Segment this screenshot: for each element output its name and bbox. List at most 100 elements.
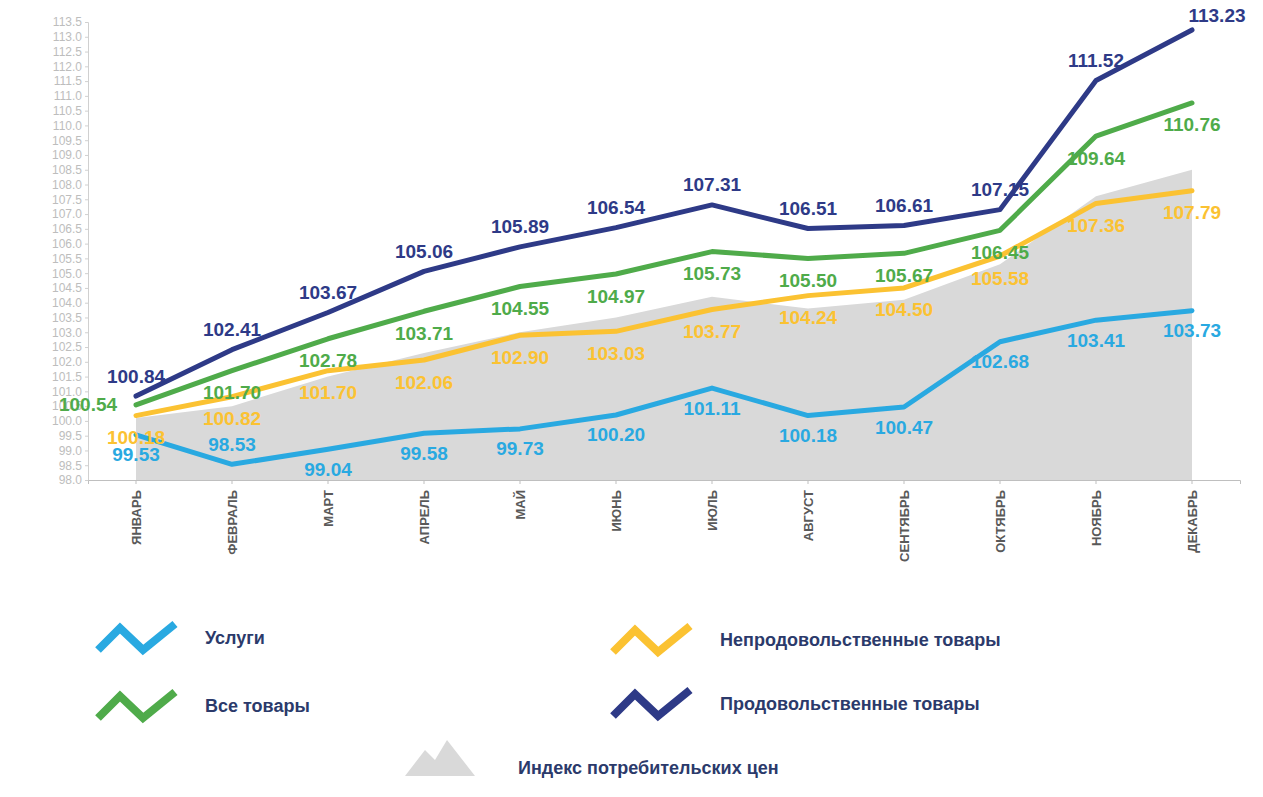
x-tick-mark	[136, 480, 137, 484]
y-tick-label: 98.5	[59, 459, 83, 473]
data-label: 104.97	[587, 286, 645, 307]
data-label: 103.67	[299, 282, 357, 303]
y-tick: 112.0	[53, 60, 88, 74]
x-tick-mark	[904, 480, 905, 484]
data-label: 103.41	[1067, 330, 1126, 351]
x-tick-mark	[1192, 480, 1193, 484]
x-tick-mark	[1000, 480, 1001, 484]
y-tick-mark	[85, 199, 88, 200]
y-tick: 104.5	[52, 281, 88, 295]
x-tick: МАЙ	[513, 480, 528, 520]
y-tick: 113.0	[53, 30, 88, 44]
y-tick-label: 101.5	[52, 370, 82, 384]
y-tick: 106.0	[52, 237, 88, 251]
y-tick-mark	[85, 111, 88, 112]
y-tick-label: 102.0	[52, 355, 82, 369]
y-tick: 110.5	[53, 104, 88, 118]
data-label: 104.50	[875, 299, 933, 320]
x-tick: СЕНТЯБРЬ	[897, 480, 912, 562]
y-tick-mark	[85, 288, 88, 289]
data-label: 103.77	[683, 321, 741, 342]
y-tick: 105.5	[52, 252, 88, 266]
data-label: 107.15	[971, 179, 1030, 200]
y-tick: 111.5	[54, 74, 88, 88]
x-tick: ДЕКАБРЬ	[1185, 480, 1200, 553]
data-label: 100.54	[59, 394, 118, 415]
x-tick: АВГУСТ	[801, 480, 816, 541]
plot-area	[136, 30, 1192, 480]
x-axis-line	[89, 481, 1241, 485]
y-tick-mark	[85, 332, 88, 333]
y-tick-label: 113.5	[53, 15, 82, 29]
data-label: 100.82	[203, 408, 261, 429]
data-label: 99.04	[304, 459, 352, 480]
series-line	[136, 191, 1192, 416]
data-label: 100.20	[587, 424, 645, 445]
x-tick: ФЕВРАЛЬ	[225, 480, 240, 555]
series-line	[136, 311, 1192, 465]
y-tick-label: 109.5	[52, 134, 82, 148]
legend-swatch	[613, 690, 690, 716]
legend-label: Все товары	[205, 696, 310, 716]
y-tick-mark	[85, 362, 88, 363]
y-tick-mark	[85, 391, 88, 392]
legend-swatch	[98, 624, 175, 650]
data-label: 111.52	[1068, 50, 1124, 71]
data-label: 105.58	[971, 268, 1029, 289]
y-tick-mark	[85, 377, 88, 378]
legend-label: Непродовольственные товары	[720, 630, 1001, 650]
data-label: 107.31	[683, 174, 742, 195]
y-tick: 98.5	[59, 459, 88, 473]
x-tick: НОЯБРЬ	[1089, 480, 1104, 546]
y-tick: 107.0	[52, 207, 88, 221]
y-tick: 99.0	[59, 444, 88, 458]
y-axis: 98.098.599.099.5100.0100.5101.0101.5102.…	[52, 15, 89, 487]
x-tick-label: НОЯБРЬ	[1089, 490, 1104, 546]
data-label: 106.54	[587, 197, 646, 218]
y-tick: 109.5	[52, 134, 88, 148]
data-label: 100.18	[107, 427, 165, 448]
x-tick-mark	[424, 480, 425, 484]
x-tick-label: ИЮЛЬ	[705, 490, 720, 531]
y-tick-label: 103.0	[52, 326, 82, 340]
x-tick-mark	[808, 480, 809, 484]
data-label: 103.03	[587, 343, 645, 364]
data-label: 102.06	[395, 372, 453, 393]
data-label: 101.70	[299, 382, 357, 403]
y-tick-mark	[85, 303, 88, 304]
x-tick-mark	[232, 480, 233, 484]
y-tick-label: 105.5	[52, 252, 82, 266]
data-label: 107.36	[1067, 215, 1125, 236]
x-tick: ОКТЯБРЬ	[993, 480, 1008, 553]
x-tick-label: МАРТ	[321, 490, 336, 527]
x-tick-mark	[1096, 480, 1097, 484]
y-tick-label: 113.0	[53, 30, 82, 44]
chart: 98.098.599.099.5100.0100.5101.0101.5102.…	[0, 0, 1263, 797]
data-label: 105.67	[875, 265, 933, 286]
data-label: 103.73	[1163, 320, 1221, 341]
y-tick-mark	[85, 22, 88, 23]
data-label: 104.55	[491, 298, 550, 319]
y-tick: 112.5	[53, 45, 88, 59]
data-labels: 99.5398.5399.0499.5899.73100.20101.11100…	[59, 5, 1246, 479]
data-label: 106.61	[875, 195, 934, 216]
y-tick: 106.5	[52, 222, 88, 236]
data-label: 101.11	[683, 398, 740, 419]
x-tick-label: СЕНТЯБРЬ	[897, 490, 912, 562]
y-tick-mark	[85, 37, 88, 38]
legend-label: Продовольственные товары	[720, 694, 980, 714]
y-tick-label: 99.0	[59, 444, 83, 458]
x-tick: МАРТ	[321, 480, 336, 527]
x-tick: ИЮНЬ	[609, 480, 624, 531]
legend-item: Все товары	[98, 692, 310, 718]
y-tick-mark	[85, 244, 88, 245]
y-tick: 98.0	[59, 473, 88, 487]
y-tick: 107.5	[52, 193, 88, 207]
y-tick-mark	[85, 140, 88, 141]
data-label: 102.90	[491, 347, 549, 368]
legend-swatch	[613, 626, 690, 652]
series-line	[136, 30, 1192, 396]
y-tick-label: 110.5	[53, 104, 82, 118]
y-tick: 109.0	[52, 148, 88, 162]
data-label: 106.51	[779, 198, 838, 219]
